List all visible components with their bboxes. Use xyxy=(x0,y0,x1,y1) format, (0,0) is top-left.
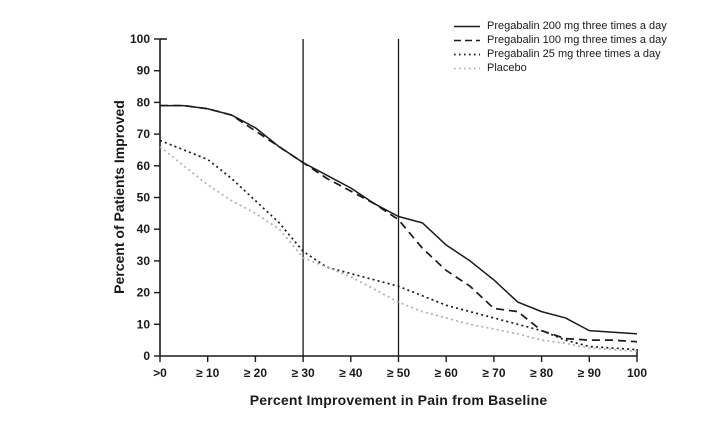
legend-item-pregabalin-25: Pregabalin 25 mg three times a day xyxy=(453,48,667,61)
svg-text:100: 100 xyxy=(130,32,150,46)
legend: Pregabalin 200 mg three times a day Preg… xyxy=(453,20,667,75)
svg-text:60: 60 xyxy=(137,159,151,173)
svg-text:≥ 70: ≥ 70 xyxy=(482,366,506,380)
svg-text:>0: >0 xyxy=(153,366,167,380)
svg-text:0: 0 xyxy=(143,349,150,363)
svg-text:≥ 50: ≥ 50 xyxy=(387,366,411,380)
legend-item-placebo: Placebo xyxy=(453,62,667,75)
svg-text:90: 90 xyxy=(137,64,151,78)
dashed-line-icon xyxy=(454,39,480,42)
svg-text:≥ 80: ≥ 80 xyxy=(530,366,554,380)
legend-label: Pregabalin 100 mg three times a day xyxy=(487,34,667,46)
svg-text:10: 10 xyxy=(137,317,151,331)
svg-text:≥ 30: ≥ 30 xyxy=(291,366,315,380)
dotted-line-icon xyxy=(454,53,480,56)
svg-text:40: 40 xyxy=(137,222,151,236)
svg-text:≥ 10: ≥ 10 xyxy=(196,366,220,380)
solid-line-icon xyxy=(454,25,480,28)
svg-text:20: 20 xyxy=(137,286,151,300)
svg-text:≥ 90: ≥ 90 xyxy=(578,366,602,380)
x-axis-title: Percent Improvement in Pain from Baselin… xyxy=(249,392,548,408)
svg-text:50: 50 xyxy=(137,191,151,205)
svg-text:30: 30 xyxy=(137,254,151,268)
svg-text:≥ 20: ≥ 20 xyxy=(244,366,268,380)
dotted-line-gray-icon xyxy=(454,67,480,70)
svg-text:70: 70 xyxy=(137,127,151,141)
svg-text:100: 100 xyxy=(627,366,647,380)
legend-label: Pregabalin 25 mg three times a day xyxy=(487,48,661,60)
y-axis-title-text: Percent of Patients Improved xyxy=(111,100,127,294)
svg-text:≥ 40: ≥ 40 xyxy=(339,366,363,380)
svg-text:≥ 60: ≥ 60 xyxy=(435,366,459,380)
legend-label: Placebo xyxy=(487,62,527,74)
svg-text:80: 80 xyxy=(137,95,151,109)
legend-label: Pregabalin 200 mg three times a day xyxy=(487,20,667,32)
legend-item-pregabalin-100: Pregabalin 100 mg three times a day xyxy=(453,34,667,47)
legend-item-pregabalin-200: Pregabalin 200 mg three times a day xyxy=(453,20,667,33)
